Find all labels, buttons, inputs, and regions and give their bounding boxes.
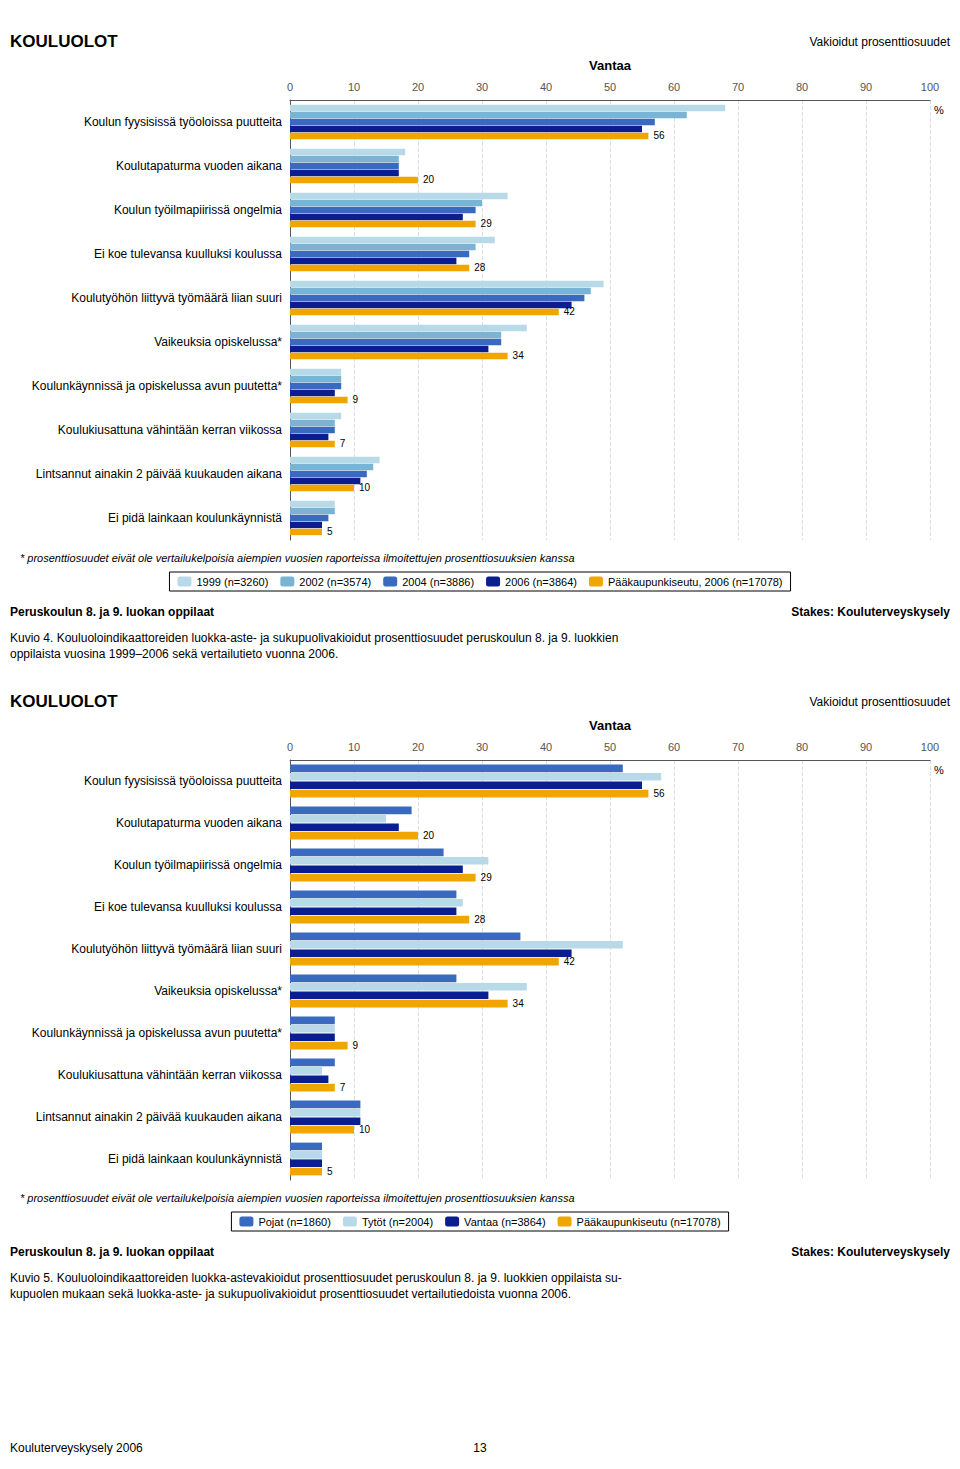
svg-text:Pääkaupunkiseutu (n=17078): Pääkaupunkiseutu (n=17078) bbox=[577, 1216, 721, 1228]
svg-text:20: 20 bbox=[412, 741, 424, 753]
svg-text:Koulutyöhön liittyvä työmäärä: Koulutyöhön liittyvä työmäärä liian suur… bbox=[71, 291, 282, 305]
svg-text:56: 56 bbox=[653, 788, 665, 799]
svg-text:20: 20 bbox=[423, 830, 435, 841]
svg-text:Kouluterveyskysely 2006: Kouluterveyskysely 2006 bbox=[10, 1441, 143, 1455]
svg-text:70: 70 bbox=[732, 81, 744, 93]
svg-text:Vantaa: Vantaa bbox=[589, 718, 632, 733]
svg-text:Vaikeuksia opiskelussa*: Vaikeuksia opiskelussa* bbox=[154, 335, 282, 349]
svg-text:2002 (n=3574): 2002 (n=3574) bbox=[299, 576, 371, 588]
svg-text:80: 80 bbox=[796, 81, 808, 93]
svg-text:Koulunkäynnissä ja opiskelussa: Koulunkäynnissä ja opiskelussa avun puut… bbox=[32, 1026, 282, 1040]
svg-text:2004 (n=3886): 2004 (n=3886) bbox=[402, 576, 474, 588]
svg-text:29: 29 bbox=[481, 218, 493, 229]
svg-text:60: 60 bbox=[668, 81, 680, 93]
svg-text:2006 (n=3864): 2006 (n=3864) bbox=[505, 576, 577, 588]
svg-text:10: 10 bbox=[359, 482, 371, 493]
svg-text:KOULUOLOT: KOULUOLOT bbox=[10, 32, 118, 51]
svg-text:0: 0 bbox=[287, 81, 293, 93]
svg-text:Koulutyöhön liittyvä työmäärä: Koulutyöhön liittyvä työmäärä liian suur… bbox=[71, 942, 282, 956]
svg-text:oppilaista vuosina 1999–2006 s: oppilaista vuosina 1999–2006 sekä vertai… bbox=[10, 647, 338, 661]
svg-text:40: 40 bbox=[540, 81, 552, 93]
svg-text:20: 20 bbox=[423, 174, 435, 185]
svg-text:20: 20 bbox=[412, 81, 424, 93]
svg-text:10: 10 bbox=[359, 1124, 371, 1135]
svg-text:30: 30 bbox=[476, 81, 488, 93]
svg-text:34: 34 bbox=[513, 998, 525, 1009]
svg-text:0: 0 bbox=[287, 741, 293, 753]
svg-text:42: 42 bbox=[564, 306, 576, 317]
svg-text:30: 30 bbox=[476, 741, 488, 753]
svg-text:Ei koe tulevansa kuulluksi kou: Ei koe tulevansa kuulluksi koulussa bbox=[94, 247, 282, 261]
svg-text:Vantaa (n=3864): Vantaa (n=3864) bbox=[464, 1216, 545, 1228]
svg-text:KOULUOLOT: KOULUOLOT bbox=[10, 692, 118, 711]
svg-text:Peruskoulun 8. ja 9. luokan op: Peruskoulun 8. ja 9. luokan oppilaat bbox=[10, 1245, 214, 1259]
svg-text:%: % bbox=[934, 104, 944, 116]
svg-text:Ei pidä lainkaan koulunkäynnis: Ei pidä lainkaan koulunkäynnistä bbox=[108, 511, 282, 525]
svg-text:9: 9 bbox=[353, 1040, 359, 1051]
svg-text:10: 10 bbox=[348, 741, 360, 753]
svg-text:Vaikeuksia opiskelussa*: Vaikeuksia opiskelussa* bbox=[154, 984, 282, 998]
svg-text:34: 34 bbox=[513, 350, 525, 361]
svg-text:Pojat (n=1860): Pojat (n=1860) bbox=[258, 1216, 330, 1228]
svg-text:%: % bbox=[934, 764, 944, 776]
svg-text:5: 5 bbox=[327, 526, 333, 537]
svg-text:Koulukiusattuna vähintään kerr: Koulukiusattuna vähintään kerran viikoss… bbox=[58, 423, 282, 437]
svg-text:Pääkaupunkiseutu, 2006 (n=1707: Pääkaupunkiseutu, 2006 (n=17078) bbox=[608, 576, 783, 588]
svg-text:Koulutapaturma vuoden aikana: Koulutapaturma vuoden aikana bbox=[116, 159, 282, 173]
svg-text:Koulutapaturma vuoden aikana: Koulutapaturma vuoden aikana bbox=[116, 816, 282, 830]
svg-text:kupuolen mukaan sekä luokka-as: kupuolen mukaan sekä luokka-aste- ja suk… bbox=[10, 1287, 571, 1301]
svg-text:* prosenttiosuudet eivät ole v: * prosenttiosuudet eivät ole vertailukel… bbox=[20, 552, 575, 564]
svg-text:100: 100 bbox=[921, 741, 939, 753]
svg-text:Tytöt (n=2004): Tytöt (n=2004) bbox=[362, 1216, 433, 1228]
svg-text:100: 100 bbox=[921, 81, 939, 93]
svg-text:Koulun fyysisissä työoloissa p: Koulun fyysisissä työoloissa puutteita bbox=[84, 774, 282, 788]
svg-text:29: 29 bbox=[481, 872, 493, 883]
svg-text:50: 50 bbox=[604, 81, 616, 93]
svg-text:Koulun työilmapiirissä ongelmi: Koulun työilmapiirissä ongelmia bbox=[114, 858, 282, 872]
svg-text:Lintsannut ainakin 2 päivää ku: Lintsannut ainakin 2 päivää kuukauden ai… bbox=[36, 467, 283, 481]
svg-text:Koulunkäynnissä ja opiskelussa: Koulunkäynnissä ja opiskelussa avun puut… bbox=[32, 379, 282, 393]
svg-text:40: 40 bbox=[540, 741, 552, 753]
svg-text:60: 60 bbox=[668, 741, 680, 753]
svg-text:Peruskoulun 8. ja 9. luokan op: Peruskoulun 8. ja 9. luokan oppilaat bbox=[10, 605, 214, 619]
svg-text:Stakes: Kouluterveyskysely: Stakes: Kouluterveyskysely bbox=[791, 1245, 950, 1259]
svg-text:Kuvio 5. Kouluoloindikaattorei: Kuvio 5. Kouluoloindikaattoreiden luokka… bbox=[10, 1271, 622, 1285]
svg-text:50: 50 bbox=[604, 741, 616, 753]
svg-text:28: 28 bbox=[474, 914, 486, 925]
svg-text:28: 28 bbox=[474, 262, 486, 273]
svg-text:Lintsannut ainakin 2 päivää ku: Lintsannut ainakin 2 päivää kuukauden ai… bbox=[36, 1110, 283, 1124]
svg-text:13: 13 bbox=[473, 1441, 487, 1455]
svg-text:42: 42 bbox=[564, 956, 576, 967]
svg-text:Stakes: Kouluterveyskysely: Stakes: Kouluterveyskysely bbox=[791, 605, 950, 619]
svg-text:7: 7 bbox=[340, 438, 346, 449]
svg-text:Vantaa: Vantaa bbox=[589, 58, 632, 73]
svg-text:* prosenttiosuudet eivät ole v: * prosenttiosuudet eivät ole vertailukel… bbox=[20, 1192, 575, 1204]
svg-text:Vakioidut prosenttiosuudet: Vakioidut prosenttiosuudet bbox=[809, 35, 950, 49]
svg-text:Koulun fyysisissä työoloissa p: Koulun fyysisissä työoloissa puutteita bbox=[84, 115, 282, 129]
svg-text:90: 90 bbox=[860, 81, 872, 93]
svg-text:10: 10 bbox=[348, 81, 360, 93]
svg-text:90: 90 bbox=[860, 741, 872, 753]
svg-text:80: 80 bbox=[796, 741, 808, 753]
svg-text:Kuvio 4. Kouluoloindikaattorei: Kuvio 4. Kouluoloindikaattoreiden luokka… bbox=[10, 631, 618, 645]
svg-text:Ei pidä lainkaan koulunkäynnis: Ei pidä lainkaan koulunkäynnistä bbox=[108, 1152, 282, 1166]
svg-text:Ei koe tulevansa kuulluksi kou: Ei koe tulevansa kuulluksi koulussa bbox=[94, 900, 282, 914]
svg-text:70: 70 bbox=[732, 741, 744, 753]
svg-text:Vakioidut prosenttiosuudet: Vakioidut prosenttiosuudet bbox=[809, 695, 950, 709]
svg-text:5: 5 bbox=[327, 1166, 333, 1177]
svg-text:Koulun työilmapiirissä ongelmi: Koulun työilmapiirissä ongelmia bbox=[114, 203, 282, 217]
svg-text:1999 (n=3260): 1999 (n=3260) bbox=[196, 576, 268, 588]
svg-text:56: 56 bbox=[653, 130, 665, 141]
svg-text:7: 7 bbox=[340, 1082, 346, 1093]
svg-text:9: 9 bbox=[353, 394, 359, 405]
svg-text:Koulukiusattuna vähintään kerr: Koulukiusattuna vähintään kerran viikoss… bbox=[58, 1068, 282, 1082]
